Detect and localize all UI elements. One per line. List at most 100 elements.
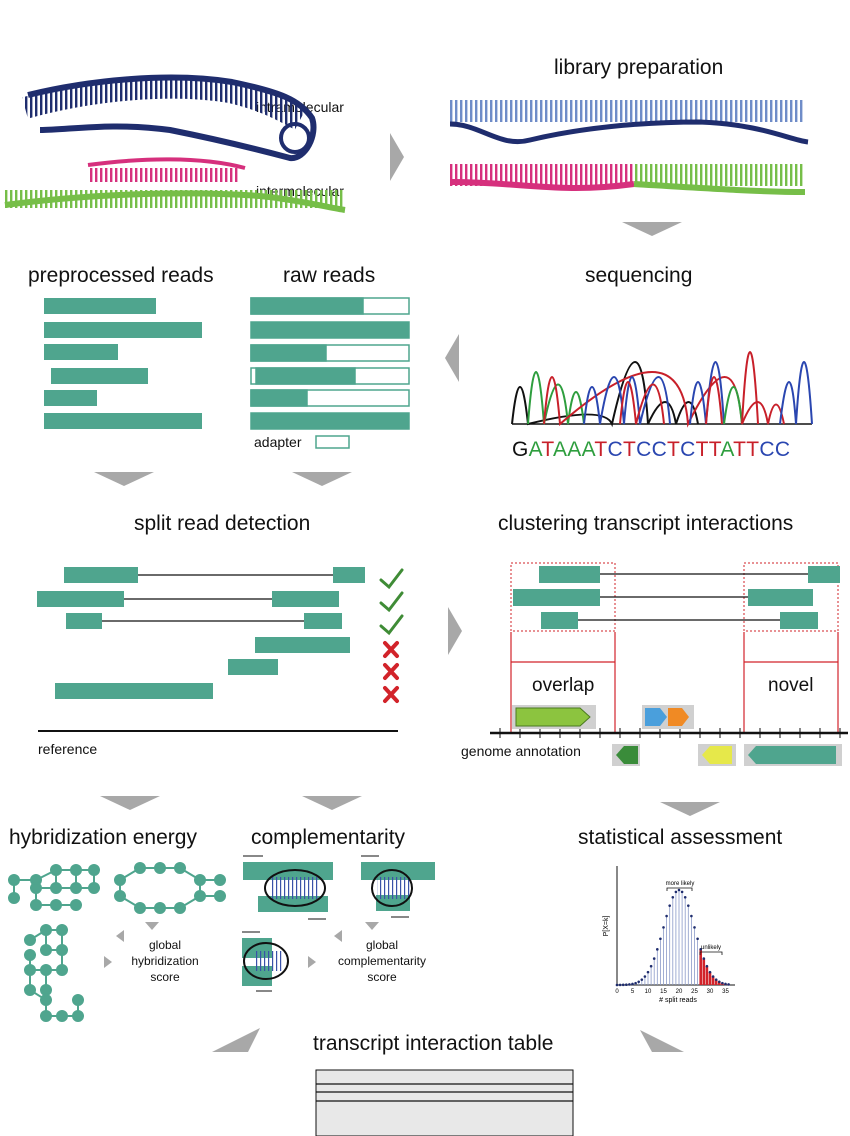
stat-xtick: 25 — [691, 989, 698, 995]
check-icon — [379, 568, 404, 590]
title-preprocessed-reads: preprocessed reads — [28, 264, 214, 287]
gene-feature — [748, 746, 836, 764]
arrow-down-4 — [100, 796, 160, 810]
stat-xtick: 15 — [660, 989, 667, 995]
stat-point — [680, 890, 684, 894]
stat-point — [668, 904, 671, 907]
base-letter: A — [720, 438, 734, 461]
mini-arrow-4 — [365, 922, 379, 930]
stat-xtick: 30 — [707, 989, 714, 995]
stat-unlikely: unlikely — [701, 945, 721, 951]
stat-point — [683, 896, 687, 899]
label-overlap: overlap — [532, 675, 595, 696]
stat-xtick: 35 — [722, 989, 729, 995]
base-letter: A — [581, 438, 595, 461]
base-letter: A — [552, 438, 568, 461]
base-letter: T — [695, 438, 709, 461]
hyb-line-1: global — [148, 938, 182, 952]
base-letter: T — [733, 438, 747, 461]
check-icon — [379, 591, 404, 613]
arrow-right-2 — [448, 607, 462, 655]
intramolecular-rna — [22, 74, 317, 161]
mini-arrow-3 — [104, 956, 112, 968]
clustering-panel — [490, 562, 848, 766]
base-letter: C — [636, 438, 652, 461]
flow-arrows — [94, 133, 720, 1052]
chromatogram — [511, 351, 813, 428]
arrow-down-2 — [94, 472, 154, 486]
stat-point — [649, 964, 653, 968]
title-raw-reads: raw reads — [283, 264, 376, 287]
stat-point — [696, 937, 699, 941]
title-interaction-table: transcript interaction table — [313, 1032, 554, 1055]
stat-more-likely: more likely — [666, 881, 695, 887]
base-letter: C — [607, 438, 623, 461]
stat-point — [721, 981, 724, 985]
stat-xtick: 5 — [631, 989, 635, 995]
base-letter: A — [528, 438, 542, 461]
hybridization-structures — [8, 862, 226, 1022]
stat-point — [702, 957, 706, 960]
gene-feature — [645, 708, 667, 726]
mini-arrow-1 — [145, 922, 159, 930]
raw-reads — [250, 297, 410, 449]
pre-read — [44, 390, 97, 406]
base-letter: T — [594, 438, 608, 461]
stat-xtick: 0 — [615, 989, 619, 995]
title-clustering: clustering transcript interactions — [498, 512, 794, 535]
adapter-box — [315, 435, 350, 449]
gene-feature — [702, 746, 732, 764]
base-letter: T — [746, 438, 760, 461]
title-split-read-detection: split read detection — [134, 512, 311, 535]
title-library-preparation: library preparation — [554, 56, 724, 79]
sequence-readout: GATAAATCTCCTCTTATTCC — [512, 438, 790, 462]
gene-feature — [616, 746, 638, 764]
comp-line-1: global — [365, 938, 399, 952]
cross-icon — [383, 641, 399, 658]
title-statistical-assessment: statistical assessment — [578, 826, 783, 849]
comp-line-3: score — [367, 970, 397, 984]
stat-point — [687, 904, 690, 907]
stat-point — [637, 980, 640, 984]
split-reads — [37, 567, 404, 732]
base-letter: T — [708, 438, 721, 461]
intermolecular-rna — [4, 157, 346, 213]
arrow-diag-right — [640, 1030, 684, 1052]
arrow-down-5 — [302, 796, 362, 810]
label-novel: novel — [768, 675, 814, 696]
stat-point — [659, 937, 662, 941]
base-letter: T — [541, 438, 553, 461]
comp-line-2: complementarity — [337, 954, 427, 968]
stat-point — [631, 982, 634, 986]
hyb-line-3: score — [150, 970, 180, 984]
cross-icon — [383, 686, 399, 703]
label-adapter: adapter — [254, 434, 302, 450]
arrow-right-1 — [390, 133, 404, 181]
stat-point — [714, 978, 718, 981]
library-fragment-2 — [450, 164, 806, 195]
arrow-down-3 — [292, 472, 352, 486]
gene-feature — [668, 708, 689, 726]
base-letter: A — [567, 438, 582, 461]
mini-arrow-6 — [308, 956, 316, 968]
check-icon — [379, 614, 404, 636]
pre-read — [44, 298, 156, 314]
stat-point — [724, 982, 727, 986]
mini-arrow-2 — [116, 930, 124, 942]
hyb-line-2: hybridization — [131, 954, 199, 968]
stat-point — [718, 980, 721, 984]
base-letter: C — [774, 438, 791, 461]
stat-point — [699, 948, 702, 951]
title-sequencing: sequencing — [585, 264, 693, 287]
stat-point — [621, 983, 625, 987]
label-genome-annotation: genome annotation — [461, 743, 581, 759]
stat-point — [656, 948, 659, 951]
stat-point — [708, 970, 712, 974]
arrow-left-1 — [445, 334, 459, 382]
stat-point — [690, 914, 693, 918]
title-hybridization-energy: hybridization energy — [9, 826, 197, 849]
stat-point — [615, 983, 619, 987]
arrow-down-6 — [660, 802, 720, 816]
stat-point — [662, 926, 665, 929]
